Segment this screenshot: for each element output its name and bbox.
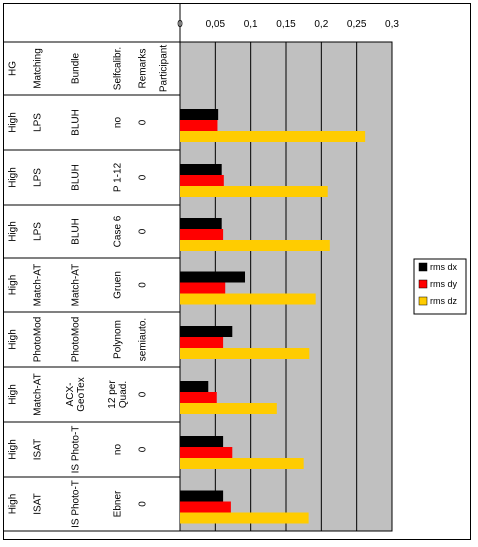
header-label: Remarks (138, 48, 149, 88)
row-8-bundle: IS Photo-T (71, 480, 82, 528)
row-6-bundle: ACX-GeoTex (65, 377, 87, 411)
row-1-hg: High (8, 112, 19, 133)
legend-swatch-rms-dy (418, 279, 428, 289)
x-tick-label: 0,1 (244, 19, 258, 30)
row-6-matching: Match-AT (33, 373, 44, 416)
legend-label: rms dz (430, 296, 458, 306)
x-tick-label: 0,3 (385, 19, 399, 30)
text-line: GeoTex (76, 377, 87, 411)
x-axis: 0 0,05 0,1 0,15 0,2 0,25 0,3 (177, 19, 399, 30)
row-4-hg: High (8, 275, 19, 296)
legend-label: rms dy (430, 279, 458, 289)
bar-rms-dy-row-3 (180, 229, 224, 240)
row-7-bundle: IS Photo-T (71, 426, 82, 474)
header-label: Matching (33, 48, 44, 89)
row-7-hg: High (8, 439, 19, 460)
row-3-remarks: 0 (138, 228, 149, 234)
row-3-selfcalibr: Case 6 (113, 215, 124, 247)
row-5-bundle: PhotoMod (71, 317, 82, 363)
row-6-hg: High (8, 384, 19, 405)
row-6-selfcalibr: 12 perQuad. (107, 380, 129, 409)
x-tick-label: 0,15 (276, 19, 296, 30)
bar-rms-dz-row-5 (180, 348, 310, 359)
row-2-hg: High (8, 167, 19, 188)
legend-swatch-rms-dx (418, 262, 428, 272)
bar-rms-dy-row-1 (180, 120, 218, 131)
header-label: Bundle (71, 52, 82, 84)
row-3-hg: High (8, 221, 19, 242)
plot-area (179, 41, 393, 532)
bar-rms-dz-row-3 (180, 240, 330, 251)
row-1-matching: LPS (33, 113, 44, 132)
row-2-matching: LPS (33, 168, 44, 187)
header-label: HG (8, 61, 19, 76)
bar-rms-dx-row-4 (180, 271, 246, 283)
row-7-remarks: 0 (138, 446, 149, 452)
row-2-remarks: 0 (138, 174, 149, 180)
bar-rms-dx-row-6 (180, 381, 209, 392)
row-4-matching: Match-AT (33, 264, 44, 307)
bar-rms-dy-row-2 (180, 175, 224, 186)
legend-swatch-rms-dz (418, 296, 428, 306)
row-7-matching: ISAT (33, 439, 44, 460)
row-1-remarks: 0 (138, 119, 149, 125)
bar-rms-dx-row-1 (180, 109, 219, 120)
x-tick-label: 0,2 (314, 19, 328, 30)
row-4-selfcalibr: Gruen (113, 271, 124, 299)
header-label: Participant (159, 45, 170, 92)
bar-rms-dy-row-5 (180, 337, 224, 348)
row-5-hg: High (8, 329, 19, 350)
row-8-selfcalibr: Ebner (113, 490, 124, 517)
bar-rms-dz-row-1 (180, 131, 366, 142)
x-tick-label: 0 (177, 19, 183, 30)
row-7-selfcalibr: no (113, 444, 124, 456)
row-5-remarks: semiauto. (138, 318, 149, 361)
header-label: Selfcalibr. (113, 47, 124, 90)
legend: rms dx rms dy rms dz (413, 258, 467, 315)
bar-rms-dy-row-8 (180, 501, 231, 513)
text-line: ACX- (65, 383, 76, 407)
bar-rms-dy-row-6 (180, 392, 217, 403)
row-1-selfcalibr: no (113, 117, 124, 129)
row-3-matching: LPS (33, 222, 44, 241)
row-8-matching: ISAT (33, 493, 44, 514)
x-tick-label: 0,25 (347, 19, 367, 30)
bar-rms-dz-row-8 (180, 512, 309, 524)
bar-rms-dz-row-4 (180, 293, 316, 305)
bar-rms-dx-row-8 (180, 490, 224, 502)
bar-rms-dy-row-4 (180, 282, 226, 294)
x-tick-label: 0,05 (206, 19, 226, 30)
bar-rms-dx-row-5 (180, 326, 233, 337)
row-2-bundle: BLUH (71, 164, 82, 191)
row-8-hg: High (8, 494, 19, 515)
row-3-bundle: BLUH (71, 218, 82, 245)
bar-rms-dx-row-7 (180, 436, 224, 447)
row-8-remarks: 0 (138, 501, 149, 507)
bar-rms-dz-row-2 (180, 186, 328, 197)
bar-rms-dx-row-2 (180, 164, 222, 175)
row-4-bundle: Match-AT (71, 264, 82, 307)
bar-rms-dz-row-6 (180, 403, 277, 414)
legend-label: rms dx (430, 262, 458, 272)
bar-rms-dz-row-7 (180, 458, 304, 469)
text-line: 12 per (107, 380, 118, 409)
row-5-matching: PhotoMod (33, 317, 44, 363)
row-1-bundle: BLUH (71, 109, 82, 136)
bar-rms-dy-row-7 (180, 447, 233, 458)
row-4-remarks: 0 (138, 282, 149, 288)
row-6-remarks: 0 (138, 391, 149, 397)
outer-frame (3, 3, 471, 540)
row-2-selfcalibr: P 1-12 (113, 162, 124, 192)
bar-rms-dx-row-3 (180, 218, 222, 229)
row-5-selfcalibr: Polynom (113, 320, 124, 359)
text-line: Quad. (118, 381, 129, 408)
